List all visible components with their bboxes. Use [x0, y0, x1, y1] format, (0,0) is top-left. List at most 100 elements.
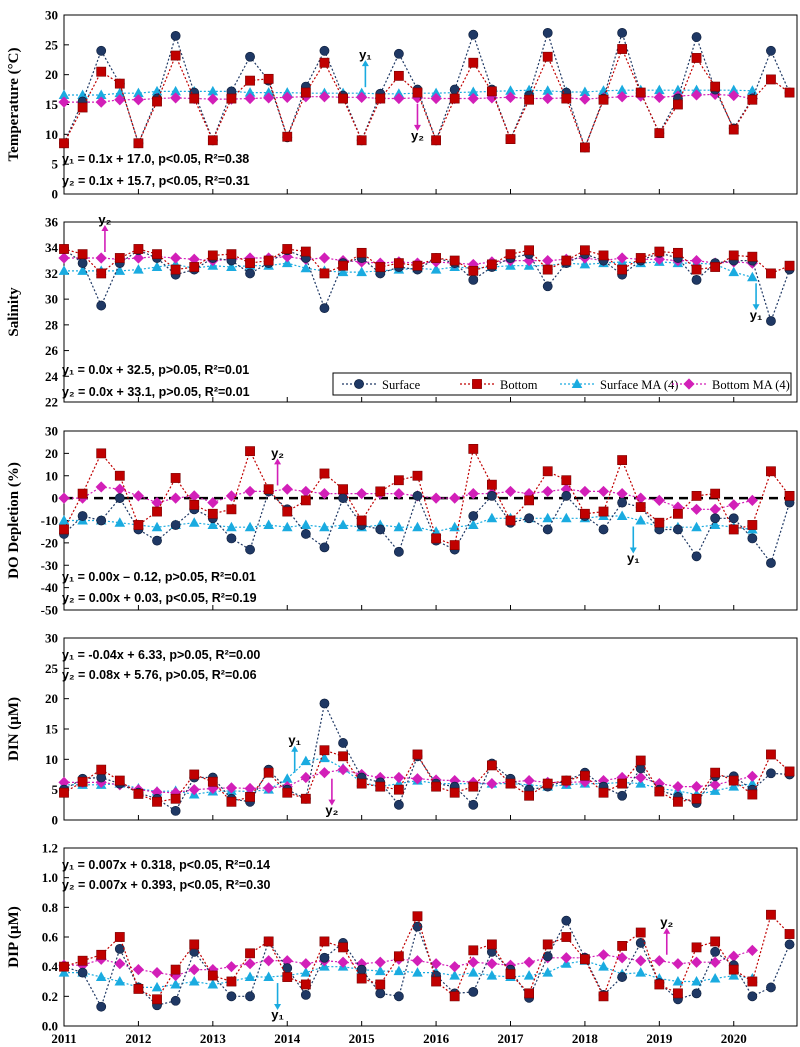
point-surface — [710, 513, 721, 524]
x-tick-label: 2012 — [125, 1031, 151, 1046]
y-tick-label: 20 — [45, 67, 58, 82]
point-surface — [77, 511, 88, 521]
y-tick-label: 36 — [45, 215, 59, 230]
point-surface — [170, 806, 181, 816]
point-surface_ma — [412, 521, 423, 532]
point-bottom — [505, 778, 516, 789]
point-bottom_ma — [728, 89, 740, 102]
point-surface_ma — [170, 85, 181, 96]
regression-equation: y₂ = 0.0x + 33.1, p>0.05, R²=0.01 — [62, 385, 250, 399]
point-surface_ma — [523, 970, 535, 980]
point-bottom — [505, 969, 516, 979]
point-bottom_ma — [523, 956, 535, 968]
y-tick-label: 0 — [52, 491, 59, 506]
point-bottom — [766, 909, 776, 920]
point-bottom_ma — [132, 252, 145, 264]
point-surface — [356, 964, 367, 975]
point-bottom — [245, 792, 255, 802]
y-axis-title: Temperature (°C) — [6, 48, 22, 162]
point-surface — [784, 939, 795, 950]
annotation-arrowhead — [274, 1004, 282, 1011]
point-bottom_ma — [337, 764, 349, 776]
y-tick-label: 22 — [45, 395, 58, 410]
series-line-surface — [63, 919, 791, 1009]
point-bottom_ma — [207, 93, 219, 105]
point-bottom — [59, 787, 69, 798]
panel-2: 22 24 26 28 30 32 34 36 Salinity y₂ y₁ y₁ = 0.0x + … — [6, 212, 798, 410]
point-bottom — [747, 94, 758, 105]
point-surface — [766, 768, 776, 779]
point-bottom_ma — [151, 967, 163, 979]
point-bottom — [96, 764, 107, 775]
point-bottom — [766, 466, 776, 477]
point-surface_ma — [95, 89, 107, 99]
point-surface_ma — [337, 519, 349, 529]
legend-label: Surface MA (4) — [600, 378, 678, 392]
series-line-bottom — [63, 913, 791, 1001]
point-bottom — [598, 506, 609, 517]
y-axis-title: DIN (μM) — [6, 697, 22, 761]
y-tick-label: 30 — [45, 292, 58, 307]
point-surface_ma — [207, 519, 219, 529]
point-bottom — [486, 939, 497, 950]
point-bottom_ma — [597, 485, 610, 498]
point-surface — [77, 258, 88, 269]
point-bottom — [412, 470, 423, 481]
point-bottom_ma — [728, 499, 740, 511]
x-tick-label: 2016 — [423, 1031, 450, 1046]
point-bottom_ma — [523, 488, 535, 500]
point-bottom — [226, 976, 237, 987]
y-tick-label: 5 — [52, 782, 59, 797]
point-surface_ma — [542, 967, 554, 977]
y-tick-label: -20 — [41, 535, 58, 550]
point-bottom — [710, 262, 721, 272]
point-bottom — [561, 475, 572, 486]
point-bottom — [524, 495, 535, 506]
point-surface — [319, 303, 330, 314]
point-bottom — [728, 524, 739, 535]
point-bottom_ma — [709, 956, 721, 968]
point-bottom_ma — [337, 956, 349, 968]
point-surface_ma — [300, 755, 312, 766]
point-surface — [766, 982, 776, 993]
point-surface_ma — [356, 266, 367, 277]
point-surface — [691, 274, 702, 285]
annotation-label: y₂ — [660, 915, 673, 930]
point-bottom — [356, 247, 367, 258]
annotation-label: y₁ — [627, 551, 640, 566]
annotation-label: y₂ — [98, 212, 111, 227]
x-tick-label: 2019 — [646, 1031, 673, 1046]
y-tick-label: 10 — [45, 468, 58, 483]
point-bottom — [486, 259, 497, 270]
point-surface — [245, 268, 255, 279]
point-bottom — [710, 936, 721, 947]
point-surface — [747, 533, 758, 544]
point-bottom — [263, 936, 274, 947]
point-bottom_ma — [300, 958, 312, 970]
point-bottom — [245, 258, 255, 269]
point-surface_ma — [151, 261, 163, 271]
point-surface — [468, 274, 479, 285]
point-surface_ma — [393, 521, 405, 532]
point-bottom_ma — [151, 497, 163, 509]
regression-equation: y₁ = 0.0x + 32.5, p>0.05, R²=0.01 — [62, 363, 249, 377]
point-bottom_ma — [374, 956, 386, 968]
point-bottom — [766, 74, 776, 85]
point-bottom — [393, 70, 404, 81]
point-bottom — [319, 745, 330, 756]
plot-frame — [63, 14, 798, 195]
x-tick-label: 2018 — [572, 1031, 599, 1046]
point-bottom_ma — [467, 956, 479, 968]
x-tick-label: 2011 — [51, 1031, 76, 1046]
point-bottom — [580, 770, 590, 781]
point-bottom — [375, 486, 386, 497]
y-tick-label: 20 — [45, 446, 58, 461]
point-surface — [561, 490, 572, 501]
point-bottom — [784, 929, 795, 939]
point-bottom — [728, 250, 739, 261]
point-bottom_ma — [170, 252, 182, 264]
point-surface — [77, 967, 88, 978]
point-surface_ma — [207, 978, 219, 989]
point-bottom — [263, 73, 274, 84]
annotation-arrowhead — [413, 124, 421, 131]
